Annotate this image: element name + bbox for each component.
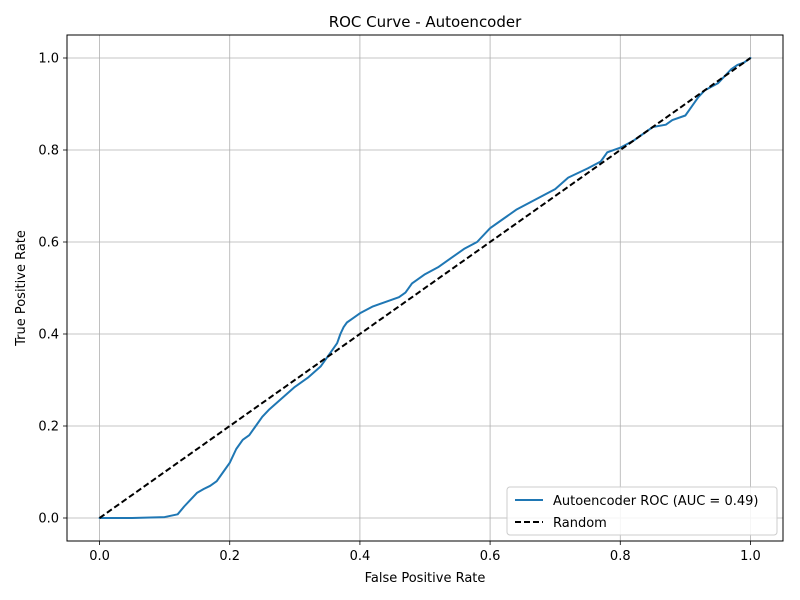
x-tick-label: 0.4 [350,549,371,564]
y-tick-label: 0.2 [38,420,59,435]
x-axis-title: False Positive Rate [365,571,486,586]
legend-label-random: Random [553,516,607,531]
x-tick-label: 1.0 [740,549,761,564]
legend-label-autoencoder: Autoencoder ROC (AUC = 0.49) [553,494,758,509]
y-axis-title: True Positive Rate [14,230,29,347]
legend-box [506,486,778,536]
y-tick-label: 1.0 [38,52,59,67]
y-tick-label: 0.0 [38,512,59,527]
x-tick-label: 0.8 [610,549,631,564]
series-layer [98,57,752,519]
y-tick-label: 0.6 [38,236,59,251]
legend: Autoencoder ROC (AUC = 0.49) Random [506,486,778,536]
grid [67,35,783,541]
plot-frame [66,34,784,542]
ticks: 0.0 0.2 0.4 0.6 0.8 1.0 0.0 0.2 0.4 0.6 0.8 1.0 [38,52,760,565]
x-tick-label: 0.6 [480,549,501,564]
series-line-autoencoder-roc [98,57,752,519]
x-tick-label: 0.2 [219,549,240,564]
series-line-random [98,57,752,519]
chart-title: ROC Curve - Autoencoder [329,13,522,31]
y-tick-label: 0.4 [38,328,59,343]
y-tick-label: 0.8 [38,144,59,159]
x-tick-label: 0.0 [89,549,110,564]
